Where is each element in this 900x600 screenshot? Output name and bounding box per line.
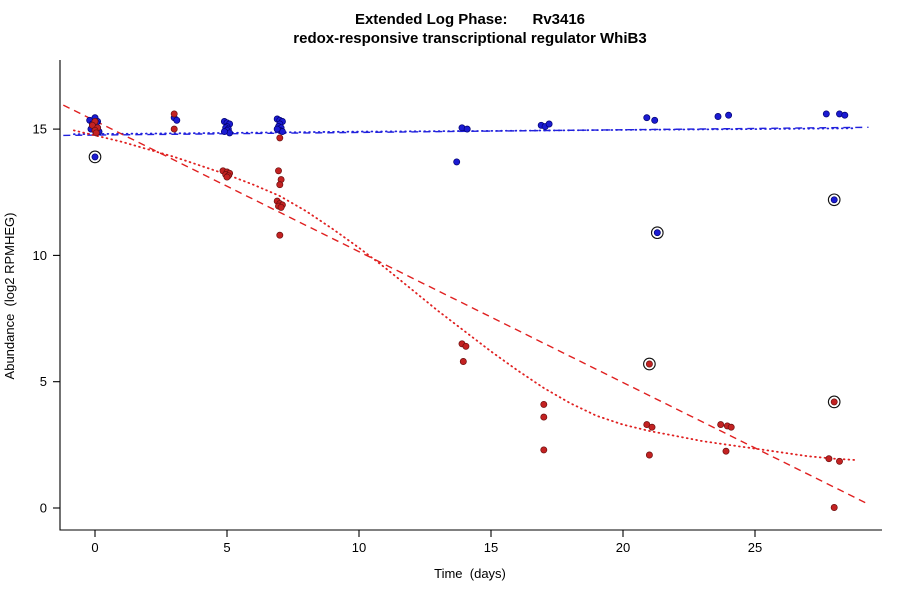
red-sample-point	[276, 181, 284, 189]
chart-title-line1: Extended Log Phase: Rv3416	[354, 11, 586, 28]
red-sample-point	[462, 342, 470, 350]
blue-sample-point	[453, 158, 461, 166]
x-axis-label: Time (days)	[434, 566, 506, 581]
blue-sample-point	[273, 125, 281, 133]
x-tick-label: 5	[223, 540, 230, 555]
red-sample-point	[459, 358, 467, 365]
red-sample-point	[170, 110, 178, 118]
x-tick-label: 0	[91, 540, 98, 555]
y-axis-label: Abundance (log2 RPMHEG)	[2, 213, 17, 380]
axis-lines	[59, 60, 882, 531]
red-sample-point	[277, 203, 285, 211]
x-tick-label: 20	[616, 540, 630, 555]
red-sample-point	[830, 504, 838, 511]
red-sample-point	[825, 455, 833, 463]
blue-sample-highlighted-point	[91, 153, 99, 161]
y-tick-label: 10	[33, 248, 47, 263]
red-sample-point	[645, 451, 653, 459]
red-sample-highlighted-point	[830, 398, 838, 406]
red-sample-highlighted-point	[645, 360, 653, 368]
red-sample-point	[540, 413, 548, 421]
red-sample-point	[275, 167, 282, 175]
red-sample-point	[223, 173, 231, 181]
red-sample-point	[717, 421, 725, 429]
highlight-ring	[827, 395, 841, 409]
blue-sample-point	[651, 116, 659, 124]
blue-sample-point	[173, 116, 181, 124]
x-tick-label: 10	[352, 540, 366, 555]
red-sample-point	[540, 446, 548, 454]
red-sample-point	[92, 129, 100, 137]
red-sample-point	[276, 134, 284, 142]
red-sample-point	[170, 125, 178, 133]
blue-sample-point	[545, 120, 553, 128]
red-sample-point	[836, 457, 843, 465]
highlight-ring	[88, 150, 102, 164]
highlight-ring	[827, 193, 841, 207]
blue-sample-highlighted-point	[653, 229, 661, 237]
y-tick-label: 5	[40, 374, 47, 389]
blue-sample-highlighted-point	[830, 196, 838, 204]
x-tick-label: 15	[484, 540, 498, 555]
red-sample-point	[648, 423, 656, 431]
y-tick-label: 15	[33, 122, 47, 137]
blue-sample-point	[841, 111, 849, 119]
red-sample-point	[276, 231, 284, 239]
blue-sample-point	[643, 114, 651, 122]
blue-sample-point	[220, 128, 228, 136]
blue-sample-point	[725, 111, 733, 119]
red-linear-fit	[62, 104, 869, 505]
highlight-ring	[643, 357, 656, 371]
x-tick-label: 25	[748, 540, 762, 555]
blue-sample-point	[714, 113, 722, 120]
blue-sample-point	[822, 110, 830, 118]
red-sample-point	[727, 423, 735, 431]
red-sample-point	[540, 400, 548, 408]
chart-title: Extended Log Phase: Rv3416 redox-respons…	[60, 10, 880, 48]
red-sample-point	[722, 447, 730, 455]
blue-sample-point	[463, 125, 471, 133]
red-smooth-fit	[73, 129, 857, 461]
y-tick-label: 0	[40, 501, 47, 516]
chart-title-line2: redox-responsive transcriptional regulat…	[293, 30, 647, 47]
highlight-ring	[650, 226, 664, 240]
chart-layer: 0 5 10 15 20 25 0 5 10 15	[33, 60, 882, 555]
